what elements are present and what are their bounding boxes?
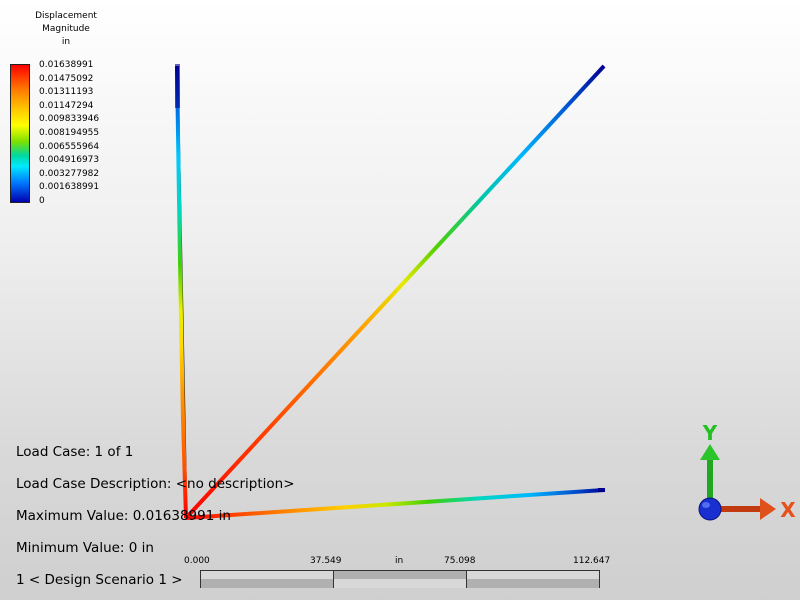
scale-segment bbox=[334, 579, 467, 588]
legend-label: 0.001638991 bbox=[39, 182, 100, 193]
scale-label: 75.098 bbox=[444, 556, 476, 566]
design-scenario-text: 1 < Design Scenario 1 > bbox=[16, 572, 183, 588]
legend-label: 0 bbox=[39, 196, 45, 206]
legend-title-line: in bbox=[61, 37, 71, 47]
scale-segment bbox=[201, 571, 334, 579]
minimum-value-text: Minimum Value: 0 in bbox=[16, 540, 154, 556]
scale-segment bbox=[467, 579, 599, 588]
scale-segment bbox=[467, 571, 599, 579]
member-horizontal[interactable] bbox=[185, 488, 605, 520]
legend-label: 0.003277982 bbox=[39, 168, 100, 179]
scale-bar bbox=[200, 570, 600, 588]
y-axis-shaft bbox=[707, 458, 713, 506]
legend-label: 0.01311193 bbox=[39, 87, 94, 98]
legend-color-bar bbox=[10, 64, 30, 203]
legend-label: 0.004916973 bbox=[39, 155, 100, 166]
member-end-cap bbox=[598, 488, 605, 492]
x-axis-shaft bbox=[718, 506, 762, 512]
y-axis-label: Y bbox=[702, 421, 718, 445]
scale-segment bbox=[334, 571, 467, 579]
legend-title: Displacement Magnitude in bbox=[20, 10, 112, 49]
x-axis-arrowhead bbox=[760, 498, 776, 520]
member-end-cap bbox=[175, 64, 180, 108]
scale-label: 37.549 bbox=[310, 556, 342, 566]
legend-label: 0.009833946 bbox=[39, 114, 100, 125]
scale-unit-label: in bbox=[395, 556, 404, 566]
y-axis-arrowhead bbox=[700, 444, 720, 460]
axis-triad[interactable]: Y X bbox=[690, 420, 800, 530]
scale-label: 112.647 bbox=[573, 556, 611, 566]
legend-title-line: Magnitude bbox=[42, 24, 90, 34]
origin-highlight bbox=[702, 502, 710, 508]
scale-segment bbox=[201, 579, 334, 588]
load-case-description-text: Load Case Description: <no description> bbox=[16, 476, 295, 492]
scale-label: 0.000 bbox=[184, 556, 210, 566]
legend-title-line: Displacement bbox=[35, 11, 97, 21]
origin-sphere bbox=[698, 497, 722, 521]
maximum-value-text: Maximum Value: 0.01638991 in bbox=[16, 508, 231, 524]
legend-label: 0.006555964 bbox=[39, 141, 100, 152]
legend-label: 0.01638991 bbox=[39, 60, 94, 70]
load-case-text: Load Case: 1 of 1 bbox=[16, 444, 134, 460]
legend-label: 0.008194955 bbox=[39, 128, 100, 138]
member-vertical[interactable] bbox=[175, 65, 188, 519]
legend-label: 0.01475092 bbox=[39, 73, 94, 84]
legend-label: 0.01147294 bbox=[39, 100, 94, 111]
x-axis-label: X bbox=[780, 498, 796, 522]
member-diagonal[interactable] bbox=[184, 64, 606, 520]
